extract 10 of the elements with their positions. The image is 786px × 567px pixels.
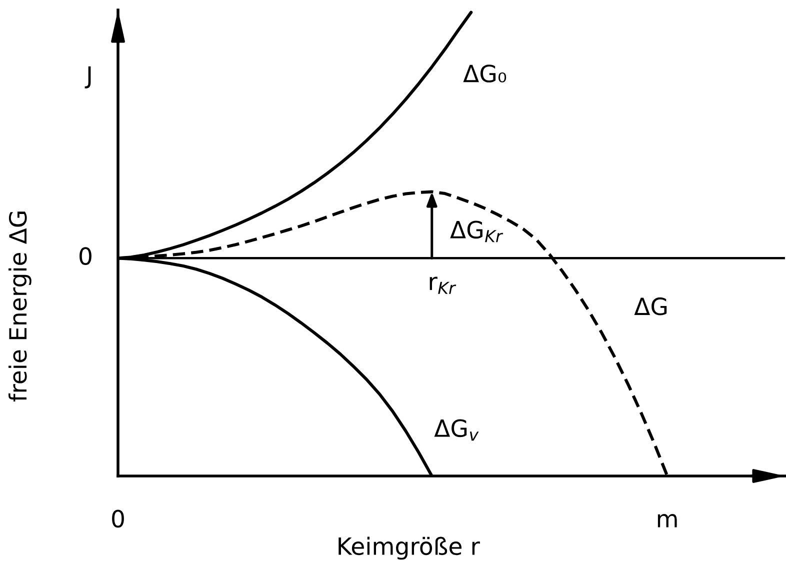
x-axis-title: Keimgröße r <box>338 536 480 560</box>
annotation: ΔG$_{Kr}$ <box>450 220 504 242</box>
y-axis-title: freie Energie ΔG <box>8 212 32 402</box>
annotation: r$_{Kr}$ <box>430 276 456 294</box>
ref-line-label: 0 <box>80 247 92 266</box>
text: J <box>84 66 91 88</box>
x-tick-label: m <box>658 514 677 528</box>
series-label: ΔG$_{v}$ <box>434 419 479 441</box>
series-label: ΔG₀ <box>463 64 506 82</box>
series-label: ΔG <box>634 297 667 316</box>
